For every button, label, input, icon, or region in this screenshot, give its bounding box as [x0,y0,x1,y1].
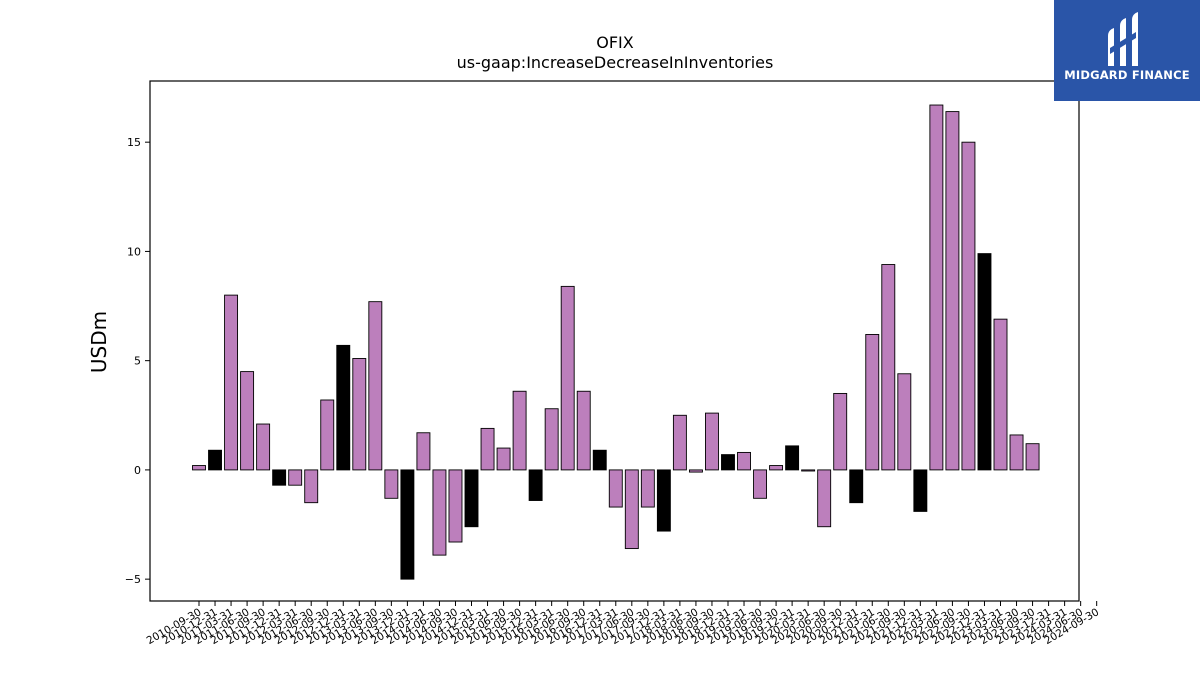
bar-2013-09-30 [384,469,399,499]
chart-title: OFIX [596,33,634,52]
bar-2023-06-30 [1009,434,1024,471]
bar-2011-03-31 [224,294,239,471]
bar-2020-09-30 [833,392,848,471]
y-tick-label: 5 [134,355,141,368]
bar-2016-09-30 [576,390,591,471]
bar-2012-12-31 [336,344,351,471]
bar-2010-09-30 [192,465,206,471]
bar-2018-03-31 [672,414,687,471]
bar-2013-12-31 [400,469,415,580]
y-axis-label: USDm [87,311,111,373]
bar-2015-12-31 [528,469,543,501]
chart-subtitle: us-gaap:IncreaseDecreaseInInventories [457,53,774,72]
y-axis: −5 0 5 10 15 [125,136,150,586]
bars-group [192,104,1040,580]
brand-logo: MIDGARD FINANCE [1054,0,1200,101]
bar-2019-06-30 [753,469,767,499]
x-axis: 2010-09-302010-12-312011-03-312011-06-30… [145,601,1101,647]
bar-2019-12-31 [785,445,800,471]
bar-2021-06-30 [881,264,896,471]
bar-2020-06-30 [817,469,832,528]
bar-2010-12-31 [208,449,222,471]
bar-2017-09-30 [640,469,655,508]
bar-2013-06-30 [368,301,383,471]
bar-2020-12-31 [849,469,864,504]
bar-2015-03-31 [480,427,495,471]
bar-2018-06-30 [688,469,703,473]
bar-2017-03-31 [608,469,623,508]
bar-2023-03-31 [993,318,1008,471]
bar-2018-09-30 [705,412,719,471]
bar-2012-06-30 [304,469,319,504]
bar-2022-06-30 [945,111,960,471]
bar-2014-12-31 [464,469,479,528]
bar-2011-09-30 [256,423,271,471]
midgard-logo-icon [1108,12,1138,66]
y-tick-label: 15 [127,136,141,149]
bar-2020-03-31 [801,469,816,472]
bar-2022-12-31 [977,253,992,471]
bar-2012-03-31 [288,469,303,486]
bar-2017-06-30 [624,469,639,550]
bar-2019-09-30 [769,465,784,471]
bar-2022-03-31 [929,104,944,471]
bar-2021-03-31 [865,334,880,471]
bar-2015-06-30 [496,447,511,471]
bar-2021-09-30 [897,373,912,471]
bar-2016-06-30 [560,285,575,471]
bar-2014-03-31 [416,432,431,471]
bar-2017-12-31 [656,469,671,532]
bar-2018-12-31 [721,454,735,471]
bar-2013-03-31 [352,358,367,471]
y-tick-label: 0 [134,464,141,477]
bar-2014-06-30 [432,469,447,556]
bar-2023-09-30 [1025,443,1040,471]
bar-2019-03-31 [737,451,751,471]
y-tick-label: 10 [127,245,141,258]
bar-2016-03-31 [544,408,559,471]
bar-2011-06-30 [240,371,255,471]
bar-2011-12-31 [272,469,287,486]
y-tick-label: −5 [125,573,141,586]
bar-2021-12-31 [913,469,928,512]
bar-2022-09-30 [961,141,976,471]
bar-2015-09-30 [512,390,527,471]
bar-2014-09-30 [448,469,463,543]
plot-frame [149,80,1080,602]
bar-2012-09-30 [320,399,335,471]
bar-2016-12-31 [592,449,607,471]
brand-name: MIDGARD FINANCE [1064,68,1190,82]
